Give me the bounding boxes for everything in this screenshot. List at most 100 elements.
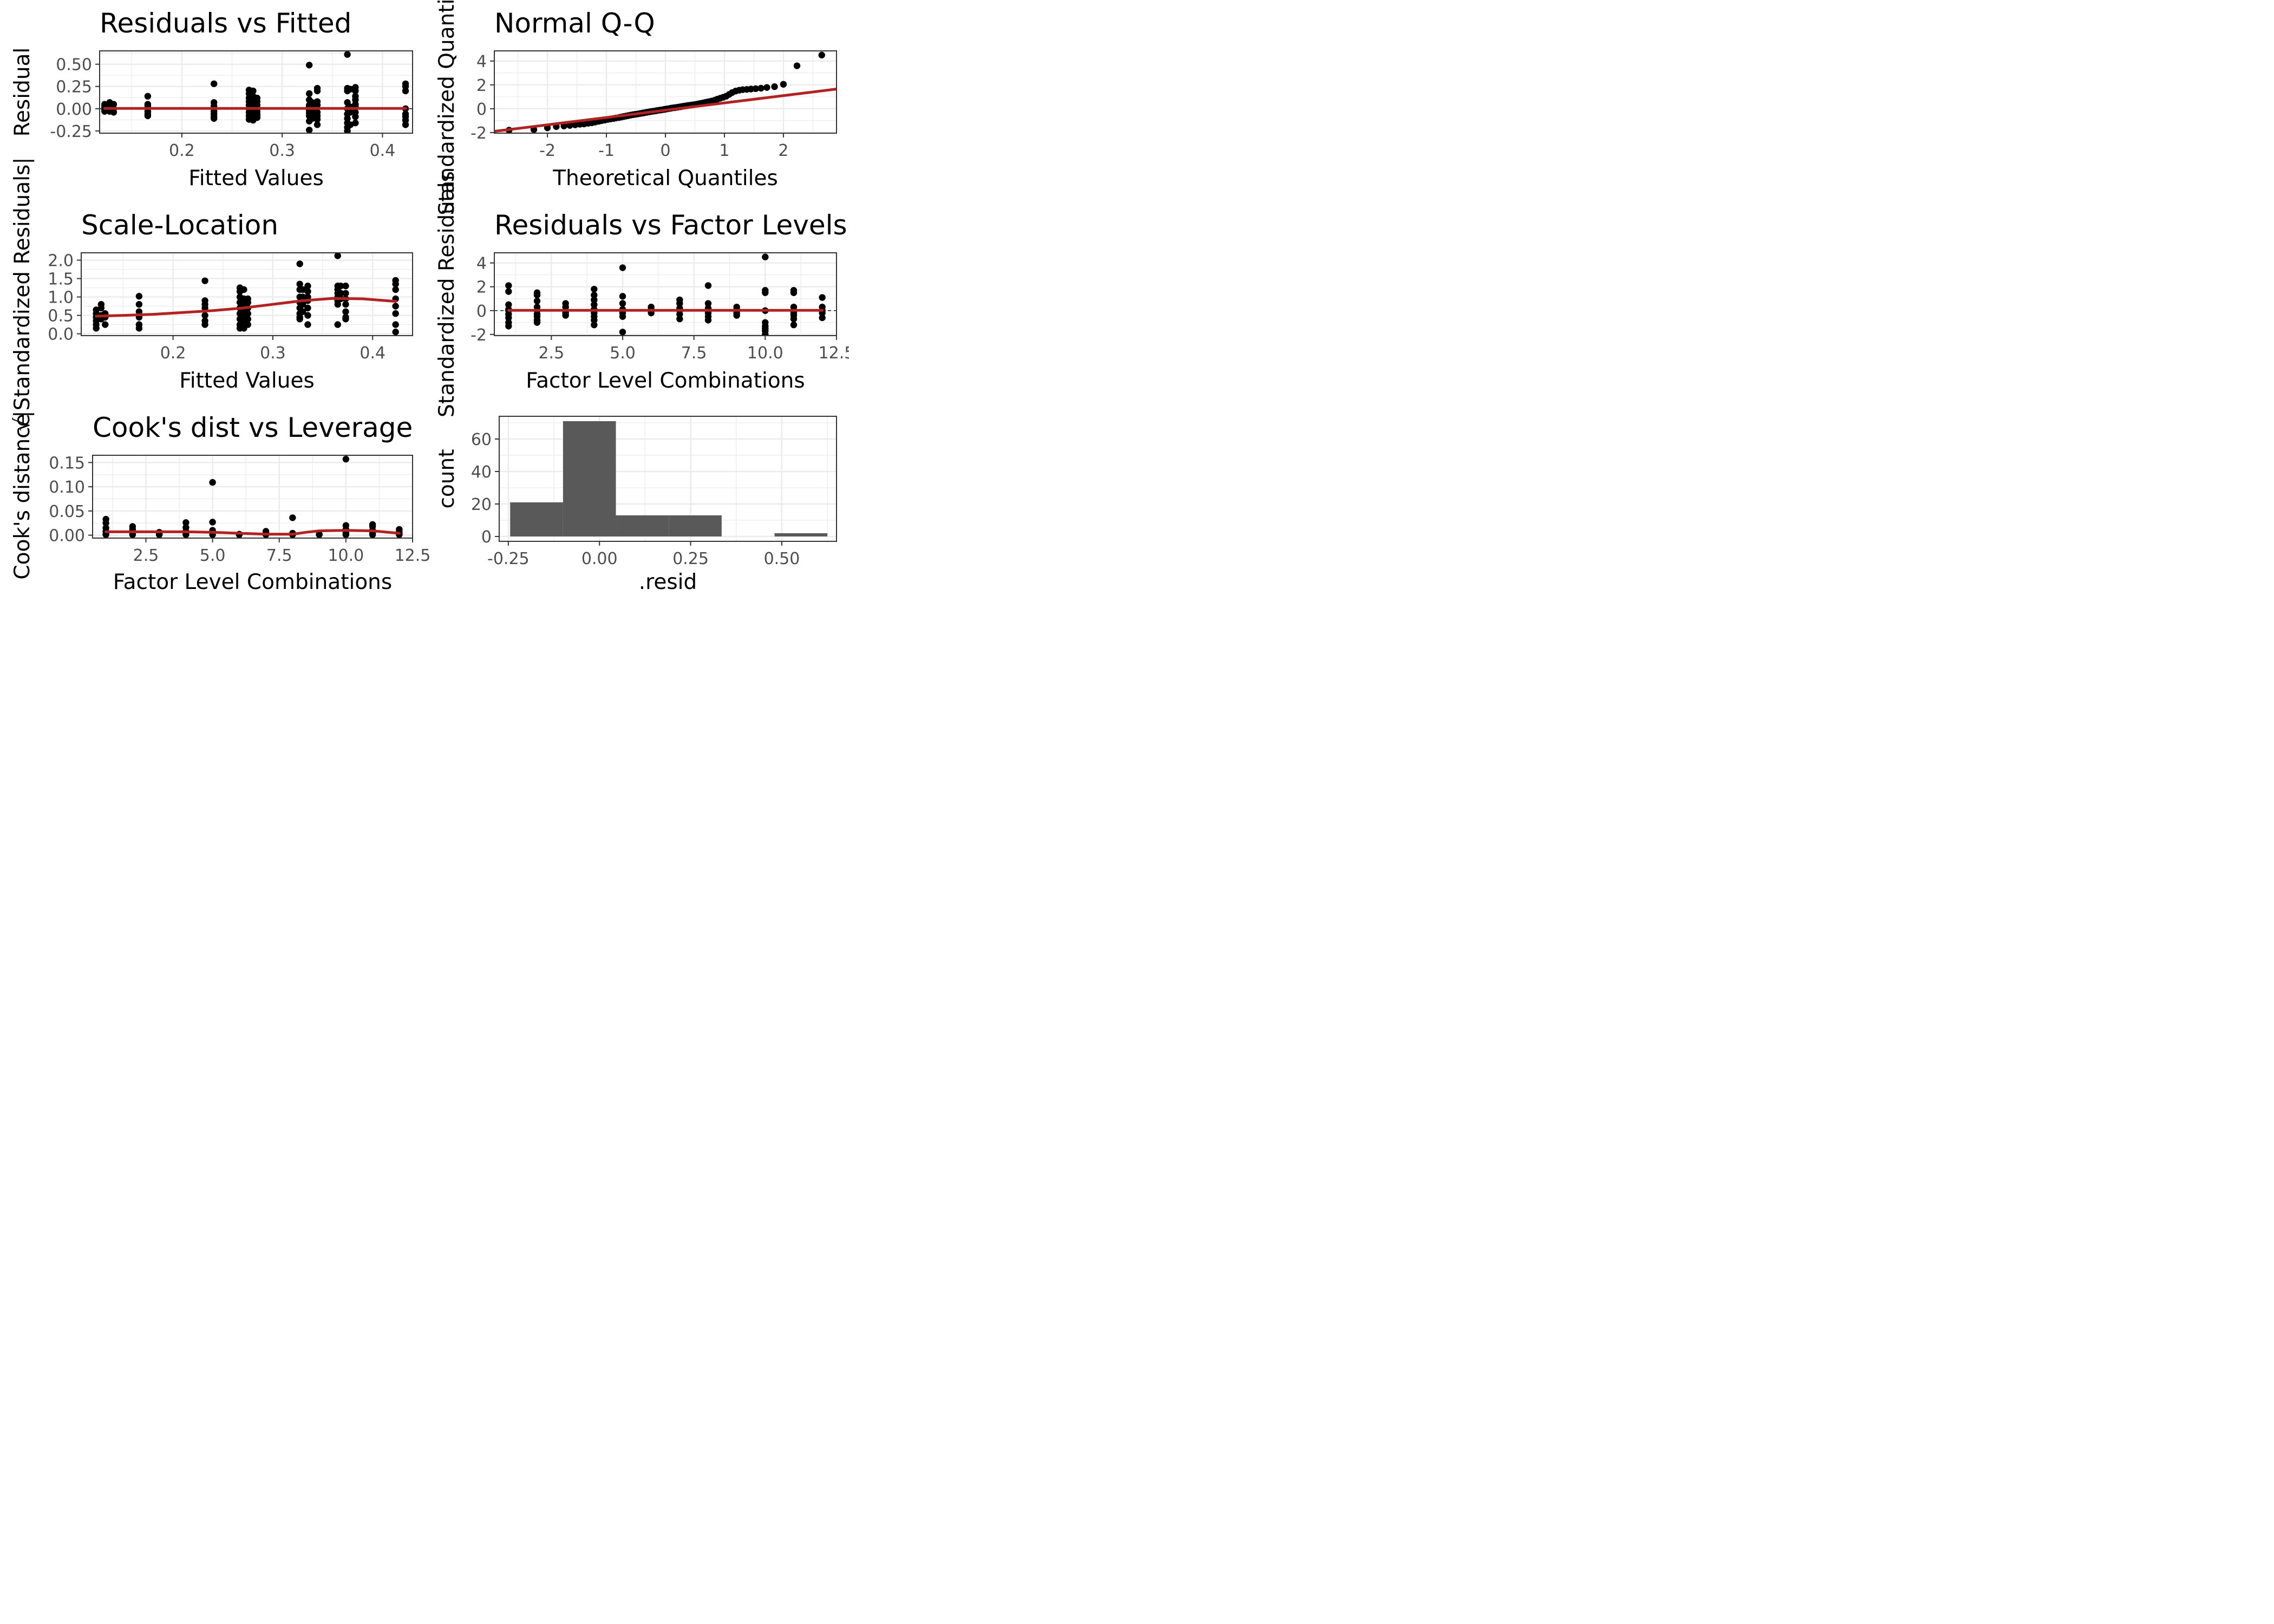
data-point xyxy=(342,290,349,297)
x-tick-label: 0.25 xyxy=(672,549,709,568)
y-axis-title: Standardized Residuals xyxy=(435,171,459,417)
x-tick-label: 5.0 xyxy=(610,344,636,363)
y-tick-label: 0.15 xyxy=(49,454,85,473)
data-point xyxy=(334,301,341,308)
data-point xyxy=(342,316,349,323)
diagnostic-plot-grid: 0.2 0.3 0.4 -0.25 0.00 0.25 0.50 Residuals vs F… xyxy=(0,0,854,606)
data-point xyxy=(299,301,306,308)
resid-fitted-panel: 0.2 0.3 0.4 -0.25 0.00 0.25 0.50 Residuals vs F… xyxy=(10,8,413,191)
plot-panel-border xyxy=(499,416,837,542)
y-tick-label: -2 xyxy=(471,124,487,143)
scale-location-panel: 0.2 0.3 0.4 0.00.51.01.52.0 Scale-Location Fi… xyxy=(10,157,413,431)
y-tick-label: 0.5 xyxy=(48,307,74,326)
data-point xyxy=(790,315,798,323)
data-point xyxy=(704,300,712,307)
data-point xyxy=(619,329,626,336)
data-point xyxy=(369,531,376,538)
y-tick-label: 0.25 xyxy=(56,78,92,97)
data-point xyxy=(309,115,316,122)
data-point xyxy=(591,317,598,324)
x-tick-label: 0.3 xyxy=(260,344,286,363)
x-axis-title: .resid xyxy=(639,570,697,594)
data-point xyxy=(337,290,344,297)
y-tick-label: 4 xyxy=(476,53,487,71)
data-point xyxy=(304,304,311,312)
data-point xyxy=(342,301,349,308)
data-point xyxy=(313,87,321,95)
data-point xyxy=(619,300,626,307)
data-point xyxy=(793,62,801,69)
data-point xyxy=(763,84,770,91)
data-point xyxy=(533,297,541,305)
data-point xyxy=(209,519,216,526)
data-point xyxy=(591,285,598,293)
data-point xyxy=(182,519,190,526)
data-point xyxy=(304,288,311,295)
smooth-line xyxy=(95,297,397,318)
data-point xyxy=(313,102,321,109)
plot-panel-background xyxy=(93,455,413,538)
x-tick-label: 0.3 xyxy=(269,141,295,160)
data-point xyxy=(210,115,218,122)
data-point xyxy=(704,317,712,324)
data-point xyxy=(93,325,100,332)
data-point xyxy=(505,288,512,295)
plot-content xyxy=(93,253,399,336)
y-axis-title: count xyxy=(435,449,459,508)
data-point xyxy=(135,301,143,308)
data-point xyxy=(304,283,311,290)
x-axis-title: Fitted Values xyxy=(179,369,315,393)
data-point xyxy=(762,289,769,296)
data-point xyxy=(771,83,778,90)
data-point xyxy=(762,253,769,260)
resid-factor-panel: 2.5 5.0 7.5 10.0 12.5 -2 0 2 4 Residuals vs Facto… xyxy=(435,171,854,417)
plot-content xyxy=(102,455,403,538)
x-tick-label: 10.0 xyxy=(328,546,364,565)
histogram-bar xyxy=(563,421,616,536)
data-point xyxy=(305,62,313,69)
y-tick-label: 60 xyxy=(471,430,492,449)
y-tick-label: 0.50 xyxy=(56,56,92,75)
data-point xyxy=(334,321,341,328)
x-tick-label: 2.5 xyxy=(133,546,159,565)
x-tick-label: 0 xyxy=(660,141,670,160)
x-tick-label: 12.5 xyxy=(819,344,849,363)
data-point xyxy=(253,112,261,120)
data-point xyxy=(790,321,798,329)
x-axis-title: Theoretical Quantiles xyxy=(552,166,778,191)
data-point xyxy=(296,316,303,323)
x-axis-title: Fitted Values xyxy=(188,166,324,191)
data-point xyxy=(210,80,218,87)
data-point xyxy=(392,329,399,336)
plot-panel-border xyxy=(81,252,413,336)
data-point xyxy=(304,312,311,319)
x-tick-label: 0.50 xyxy=(764,549,800,568)
chart-title: Cook's dist vs Leverage xyxy=(93,412,413,443)
data-point xyxy=(505,282,512,289)
data-point xyxy=(733,312,740,319)
x-tick-label: -0.25 xyxy=(487,549,530,568)
data-point xyxy=(296,280,303,287)
data-point xyxy=(342,308,349,315)
data-point xyxy=(299,308,306,315)
data-point xyxy=(289,514,296,521)
data-point xyxy=(392,321,399,328)
data-point xyxy=(342,455,350,463)
y-tick-label: 0 xyxy=(481,528,492,547)
data-point xyxy=(762,331,769,336)
plot-content xyxy=(100,51,413,133)
data-point xyxy=(676,311,683,318)
data-point xyxy=(250,87,257,95)
data-point xyxy=(344,51,351,58)
x-tick-label: 2.5 xyxy=(538,344,564,363)
data-point xyxy=(752,85,759,93)
x-tick-label: 7.5 xyxy=(266,546,292,565)
data-point xyxy=(352,87,359,95)
data-point xyxy=(790,289,798,296)
data-point xyxy=(392,286,399,293)
x-tick-label: 7.5 xyxy=(681,344,707,363)
data-point xyxy=(392,310,399,317)
data-point xyxy=(135,308,143,315)
data-point xyxy=(304,321,311,328)
